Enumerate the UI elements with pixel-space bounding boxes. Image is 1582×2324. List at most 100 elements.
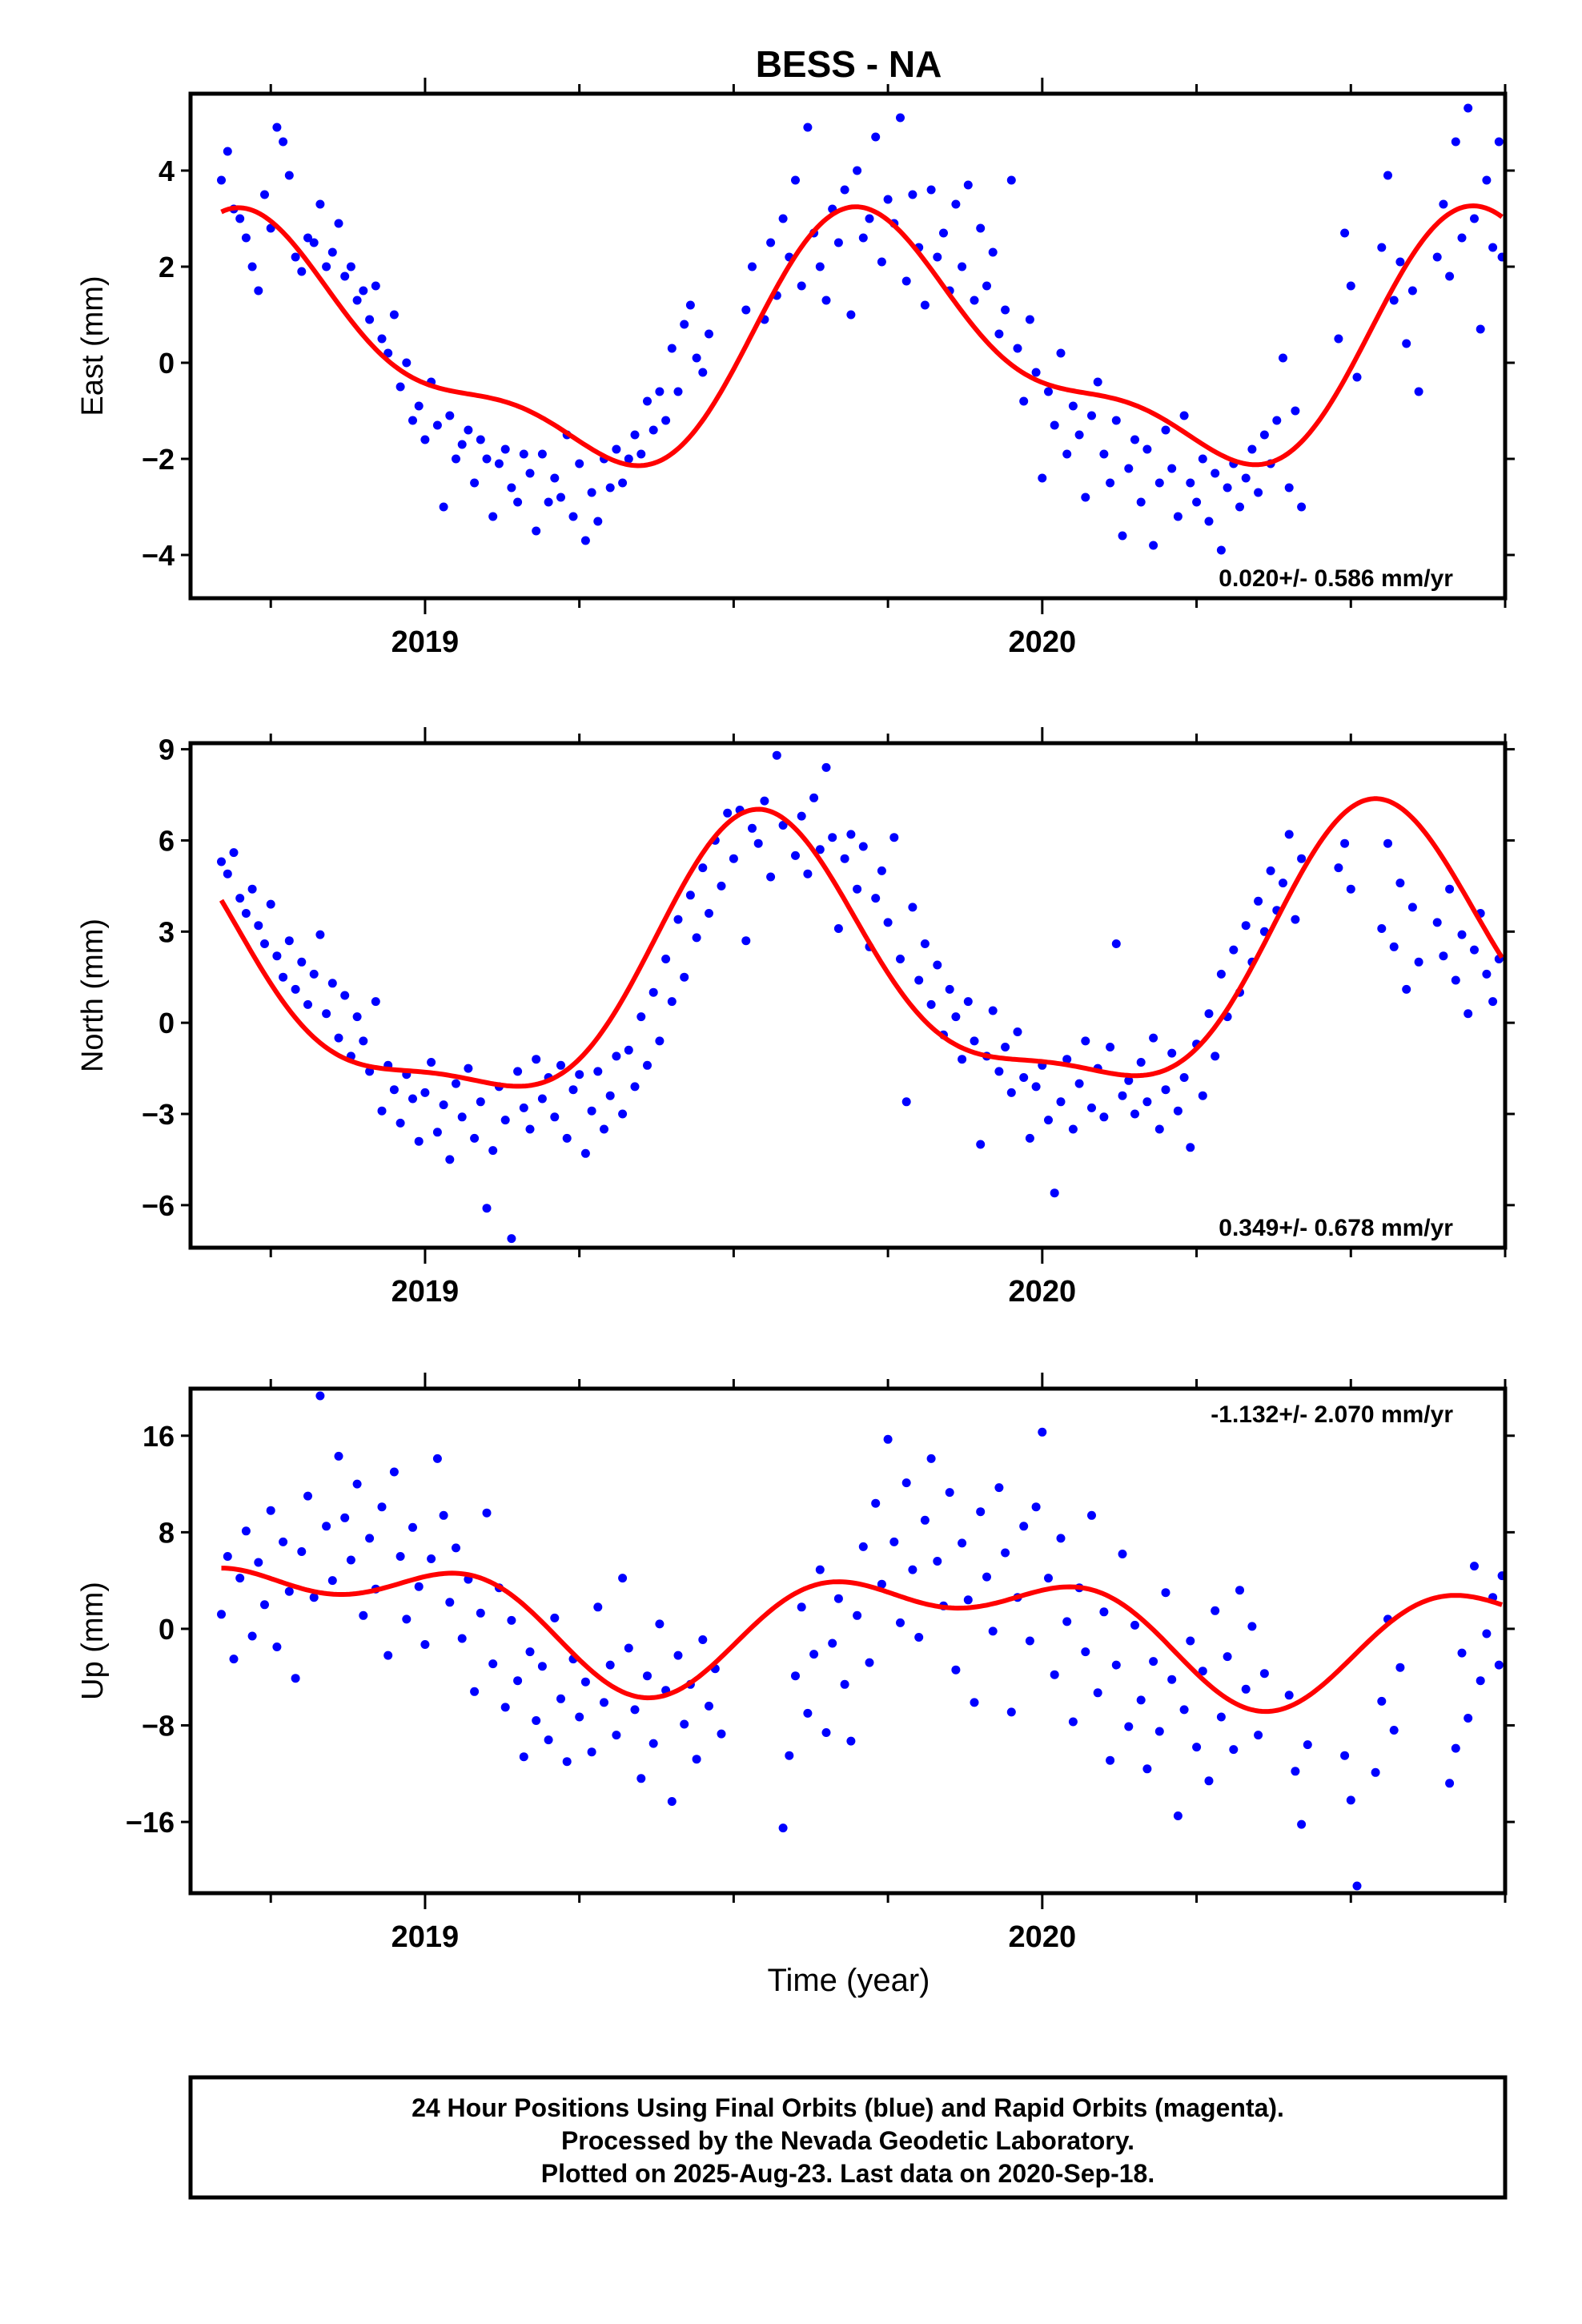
- up-y-axis-label: Up (mm): [76, 1582, 110, 1700]
- east-y-tick-label: 2: [159, 251, 175, 283]
- north-data-point: [519, 1103, 528, 1112]
- up-data-point: [785, 1751, 794, 1760]
- north-data-point: [1001, 1043, 1010, 1051]
- east-data-point: [1494, 137, 1504, 147]
- east-data-point: [1284, 483, 1294, 493]
- north-data-point: [797, 811, 806, 821]
- up-data-point: [389, 1467, 399, 1477]
- east-data-point: [1136, 497, 1146, 507]
- east-data-point: [673, 387, 683, 396]
- up-data-point: [1130, 1620, 1139, 1630]
- up-data-point: [580, 1677, 590, 1687]
- east-data-point: [624, 454, 633, 464]
- north-data-point: [507, 1234, 516, 1244]
- north-data-point: [1062, 1055, 1072, 1064]
- up-data-point: [803, 1708, 813, 1718]
- east-data-point: [1247, 444, 1257, 454]
- east-data-point: [1013, 344, 1022, 353]
- east-data-point: [908, 190, 917, 199]
- north-data-point: [1154, 1124, 1164, 1134]
- east-data-point: [858, 233, 868, 243]
- east-data-point: [247, 262, 257, 271]
- north-data-point: [766, 872, 776, 882]
- up-data-point: [643, 1671, 652, 1681]
- up-data-point: [513, 1676, 523, 1686]
- east-data-point: [1291, 406, 1300, 416]
- north-data-point: [945, 984, 954, 994]
- up-data-point: [1081, 1647, 1090, 1657]
- north-data-point: [575, 1070, 584, 1080]
- x-axis-label: Time (year): [768, 1963, 930, 1998]
- east-data-point: [1235, 502, 1244, 512]
- north-data-point: [389, 1085, 399, 1095]
- east-data-point: [705, 329, 713, 339]
- up-data-point: [1031, 1502, 1041, 1512]
- up-data-point: [618, 1574, 628, 1583]
- up-data-point: [359, 1610, 368, 1620]
- east-data-point: [958, 262, 967, 271]
- up-data-point: [291, 1674, 300, 1683]
- north-data-point: [1445, 884, 1455, 894]
- east-data-point: [1111, 416, 1121, 425]
- up-data-point: [901, 1478, 911, 1488]
- east-data-point: [580, 536, 590, 545]
- east-data-point: [1106, 478, 1115, 488]
- east-data-point: [1044, 387, 1053, 396]
- east-data-point: [692, 353, 701, 363]
- east-data-point: [322, 262, 331, 271]
- north-data-point: [858, 842, 868, 851]
- east-data-point: [680, 320, 689, 329]
- north-data-point: [408, 1094, 417, 1104]
- north-data-point: [1124, 1076, 1134, 1085]
- east-data-point: [846, 310, 856, 320]
- east-data-point: [1432, 252, 1442, 262]
- east-data-point: [871, 132, 881, 142]
- chart-title: BESS - NA: [756, 43, 942, 85]
- east-data-point: [994, 329, 1004, 339]
- up-data-point: [994, 1483, 1004, 1493]
- north-data-point: [717, 881, 726, 891]
- east-data-point: [1223, 483, 1232, 493]
- north-data-point: [1464, 1009, 1473, 1019]
- footer-line-1: 24 Hour Positions Using Final Orbits (bl…: [412, 2093, 1284, 2122]
- north-data-point: [279, 972, 288, 982]
- north-data-point: [1111, 939, 1121, 948]
- north-data-point: [655, 1036, 665, 1046]
- east-data-point: [550, 473, 560, 483]
- up-data-point: [1247, 1622, 1257, 1631]
- north-data-point: [359, 1036, 368, 1046]
- north-data-point: [896, 955, 905, 963]
- east-y-axis-label: East (mm): [76, 275, 110, 416]
- east-data-point: [568, 512, 578, 521]
- up-data-point: [346, 1555, 355, 1565]
- up-data-point: [1204, 1776, 1214, 1786]
- north-data-point: [217, 857, 226, 866]
- up-data-point: [457, 1634, 467, 1643]
- up-data-point: [229, 1655, 239, 1664]
- north-data-point: [692, 933, 701, 943]
- up-data-point: [889, 1537, 899, 1546]
- up-data-point: [1297, 1819, 1307, 1829]
- up-data-point: [1186, 1636, 1195, 1646]
- east-data-point: [1186, 478, 1195, 488]
- north-data-point: [272, 951, 282, 961]
- up-panel: −16 −8 0 8 16 2019 2020 Up (mm) -1.132+/- 2.070 …: [76, 1373, 1515, 1954]
- east-data-point: [1488, 243, 1498, 252]
- east-y-tick-label: −4: [142, 539, 175, 572]
- north-data-point: [297, 957, 307, 967]
- east-data-point: [532, 526, 541, 536]
- up-data-point: [1038, 1427, 1047, 1437]
- up-data-point: [1093, 1688, 1102, 1698]
- north-data-point: [427, 1058, 436, 1067]
- east-data-point: [396, 382, 405, 392]
- north-data-point: [445, 1155, 455, 1164]
- up-data-point: [920, 1515, 930, 1525]
- north-data-point: [1050, 1188, 1059, 1198]
- up-data-point: [958, 1538, 967, 1548]
- up-data-point: [1106, 1755, 1115, 1765]
- east-data-point: [1211, 468, 1220, 478]
- up-data-point: [933, 1557, 942, 1566]
- east-data-point: [605, 483, 615, 493]
- east-data-point: [1179, 411, 1189, 420]
- east-data-point: [254, 286, 263, 296]
